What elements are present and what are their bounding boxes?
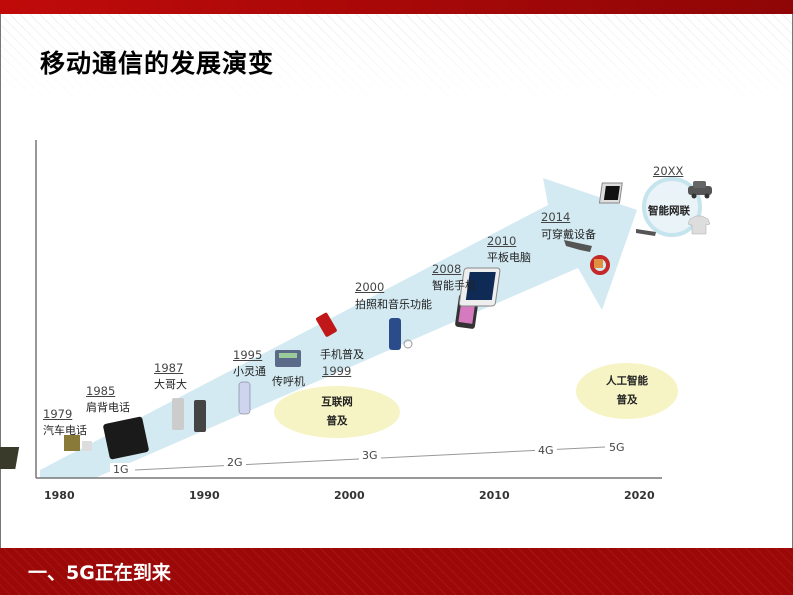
milestone-label: 传呼机 (272, 375, 305, 388)
generation-label: 4G (535, 444, 557, 457)
tablet-icon (458, 267, 501, 307)
milestone-label: 大哥大 (154, 378, 187, 391)
bubble-line: 普及 (326, 415, 348, 427)
milestone-year: 1979 (43, 407, 73, 421)
pager-icon (275, 350, 301, 367)
bubble-line: 人工智能 (606, 375, 648, 387)
section-title: 一、5G正在到来 (28, 562, 171, 584)
milestone-year: 2008 (432, 262, 462, 276)
generation-label: 2G (224, 456, 246, 469)
milestone-label: 智能网联 (648, 205, 690, 217)
generation-label: 1G (110, 463, 132, 476)
x-axis-tick: 2000 (334, 489, 365, 502)
milestone-year: 1995 (233, 348, 263, 362)
smart-glasses-icon (564, 240, 592, 252)
internet-bubble: 互联网 普及 (274, 386, 400, 438)
milestone-label: 平板电脑 (487, 251, 531, 264)
growth-arrow (40, 178, 637, 478)
milestone-label: 手机普及 (320, 348, 364, 361)
ai-bubble: 人工智能 普及 (576, 363, 678, 419)
milestone-year: 1985 (86, 384, 116, 398)
header-pattern (0, 14, 793, 104)
car-icon (688, 181, 712, 199)
car-phone-icon (0, 435, 92, 469)
bottom-banner (0, 548, 793, 595)
milestone-label: 智能手机 (432, 279, 476, 292)
x-axis-tick: 2020 (624, 489, 655, 502)
x-axis-tick: 1990 (189, 489, 220, 502)
glasses-small-icon (636, 229, 656, 236)
milestone-year: 1999 (322, 364, 352, 378)
bubble-line: 普及 (616, 394, 638, 406)
milestone-year: 2010 (487, 234, 517, 248)
tablet-small-icon (598, 182, 623, 204)
milestone-label: 肩背电话 (86, 401, 130, 414)
phs-phone-icon (238, 381, 251, 415)
milestone-label: 拍照和音乐功能 (355, 298, 432, 311)
flip-phone-icon (316, 312, 337, 337)
milestone-year: 1987 (154, 361, 184, 375)
milestone-year: 20XX (653, 164, 684, 178)
slide-title: 移动通信的发展演变 (40, 49, 275, 78)
milestone-label: 汽车电话 (43, 424, 87, 437)
generation-label: 3G (359, 449, 381, 462)
connected-ring-icon (642, 177, 702, 237)
milestone-year: 2000 (355, 280, 385, 294)
music-phone-icon (389, 318, 413, 350)
tshirt-icon (687, 215, 711, 235)
brick-phone-icon (172, 398, 206, 432)
x-axis-tick: 2010 (479, 489, 510, 502)
milestone-year: 2014 (541, 210, 571, 224)
shoulder-phone-icon (103, 416, 149, 460)
milestone-label: 小灵通 (233, 365, 266, 378)
bubble-line: 互联网 (321, 396, 353, 408)
smartwatch-icon (590, 255, 610, 275)
generation-label: 5G (606, 441, 628, 454)
milestone-label: 可穿戴设备 (541, 228, 596, 241)
x-axis-tick: 1980 (44, 489, 75, 502)
top-banner (0, 0, 793, 14)
